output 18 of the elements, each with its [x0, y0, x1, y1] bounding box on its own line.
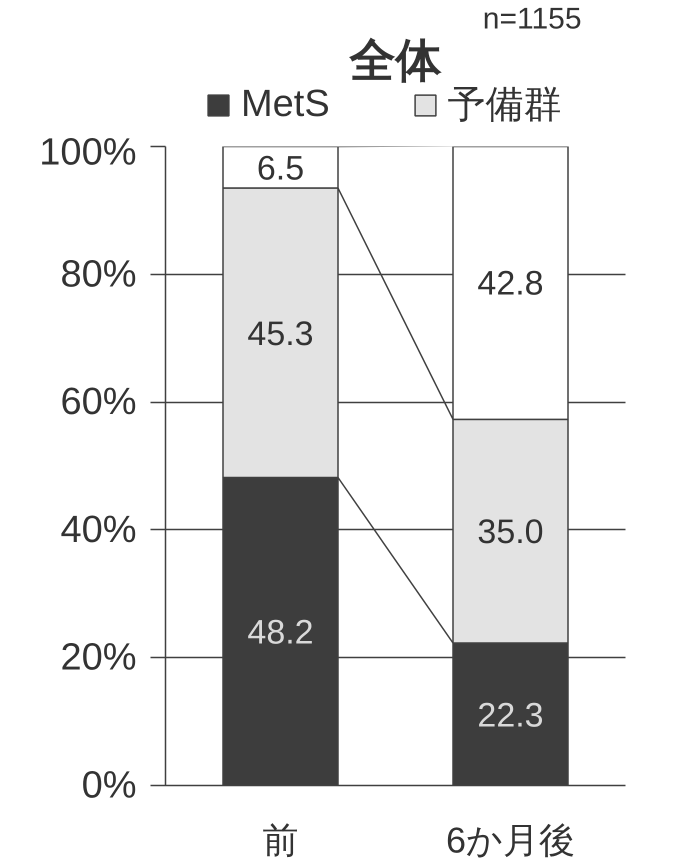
x-tick-label: 前 — [262, 820, 298, 860]
x-tick-label: 6か月後 — [446, 820, 576, 860]
y-tick-label: 60% — [60, 381, 137, 424]
legend-label: 予備群 — [448, 83, 562, 128]
text: n=1155 — [482, 2, 582, 36]
y-tick-label: 20% — [60, 636, 137, 679]
y-tick-label: 0% — [82, 764, 136, 806]
y-tick-label: 80% — [60, 253, 137, 296]
data-label: 6.5 — [256, 149, 304, 188]
data-label: 42.8 — [477, 264, 544, 303]
y-tick-label: 100% — [39, 132, 137, 174]
data-label: 48.2 — [247, 614, 314, 652]
data-label: 45.3 — [247, 314, 314, 353]
data-label: 35.0 — [477, 513, 544, 552]
legend-label: MetS — [241, 83, 330, 126]
data-label: 22.3 — [477, 696, 544, 734]
chart-title: 全体 — [348, 34, 442, 86]
y-tick-label: 40% — [60, 508, 137, 551]
